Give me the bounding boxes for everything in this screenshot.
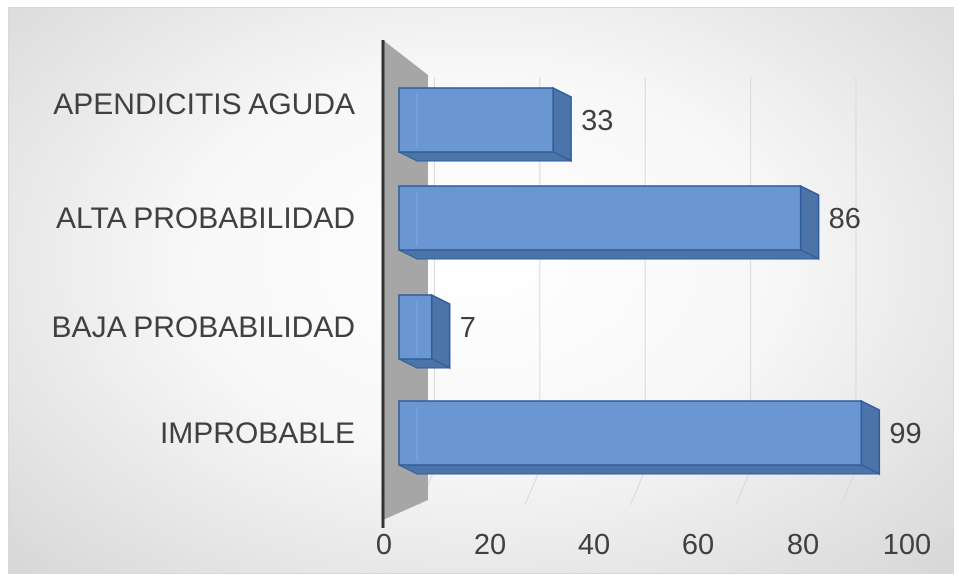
value-label: 7 <box>460 312 476 344</box>
bar-bottom-face <box>398 464 880 475</box>
bar <box>398 399 881 476</box>
value-label: 99 <box>889 418 921 450</box>
bar <box>398 86 572 163</box>
gridline-floor <box>629 469 646 506</box>
bar-front-face <box>398 185 802 251</box>
category-labels: APENDICITIS AGUDA ALTA PROBABILIDAD BAJA P… <box>52 88 355 450</box>
x-tick-label: 0 <box>376 529 392 561</box>
gridline-floor <box>840 469 857 506</box>
tick-labels: 0 20 40 60 80 100 <box>376 529 931 561</box>
bar <box>398 293 451 370</box>
x-tick-label: 40 <box>578 529 610 561</box>
x-tick-label: 100 <box>883 529 931 561</box>
x-tick-label: 60 <box>682 529 714 561</box>
category-label: IMPROBABLE <box>160 417 355 450</box>
bar-end-face <box>860 399 881 476</box>
x-tick-label: 20 <box>474 529 506 561</box>
bar-front-face <box>398 87 554 153</box>
bar-bottom-face <box>398 249 819 260</box>
x-tick-label: 80 <box>787 529 819 561</box>
bar-end-face <box>430 293 451 370</box>
bar-front-face <box>398 400 863 466</box>
value-label: 33 <box>581 105 613 137</box>
category-label: APENDICITIS AGUDA <box>53 88 355 121</box>
bar <box>398 184 820 261</box>
value-label: 86 <box>829 203 861 235</box>
bar-front-face <box>398 294 433 360</box>
gridline-floor <box>735 469 752 506</box>
category-label: ALTA PROBABILIDAD <box>56 202 355 235</box>
value-labels: 33 86 7 99 <box>460 105 922 450</box>
gridline-floor <box>524 469 541 506</box>
bar-end-face <box>552 86 572 163</box>
bars <box>398 86 881 476</box>
category-label: BAJA PROBABILIDAD <box>52 311 355 344</box>
bar-end-face <box>799 184 820 261</box>
bar-bottom-face <box>398 151 572 162</box>
